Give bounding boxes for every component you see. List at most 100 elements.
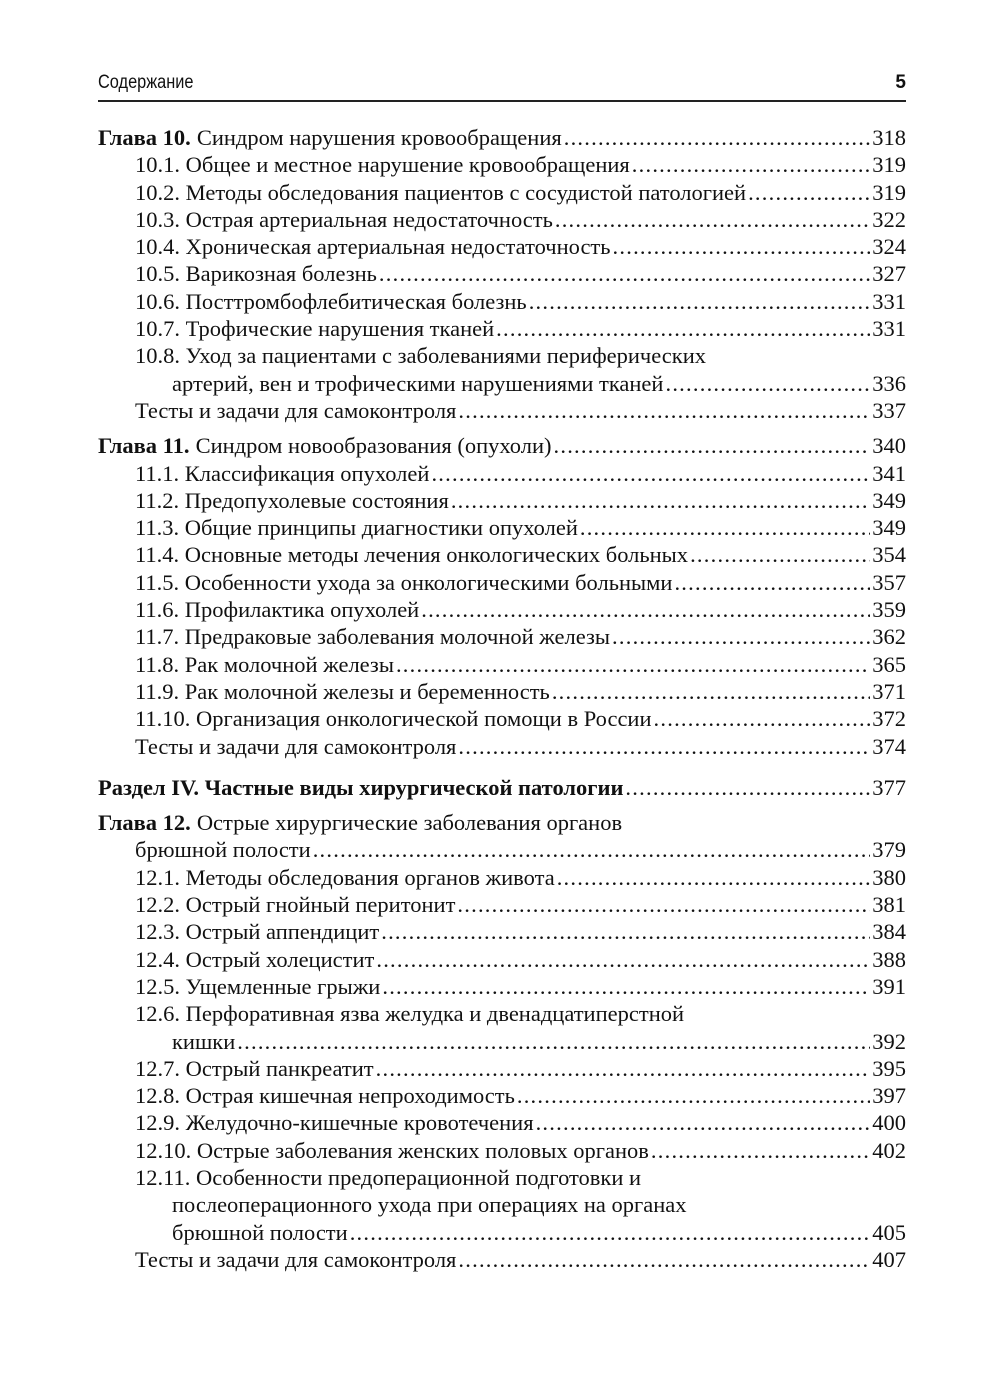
toc-entry: Тесты и задачи для самоконтроля 407 [98, 1246, 906, 1273]
toc-entry: 11.7. Предраковые заболевания молочной ж… [98, 623, 906, 650]
toc-entry-page: 327 [872, 261, 906, 287]
toc-entry-page: 392 [872, 1028, 906, 1054]
dot-leader [529, 288, 871, 315]
toc-entry-page: 336 [872, 370, 906, 396]
dot-leader [690, 541, 870, 568]
toc-entry: 12.4. Острый холецистит 388 [98, 946, 906, 973]
toc-entry-title: 11.5. Особенности ухода за онкологически… [135, 569, 673, 595]
toc-entry: Тесты и задачи для самоконтроля 374 [98, 733, 906, 760]
toc-entry: 10.4. Хроническая артериальная недостато… [98, 233, 906, 260]
toc-entry-page: 374 [872, 733, 906, 759]
dot-leader [313, 836, 871, 863]
toc-entry-title: 12.6. Перфоративная язва желудка и двена… [135, 1001, 685, 1027]
toc-entry-title: 11.10. Организация онкологической помощи… [135, 706, 652, 732]
toc-entry: 12.7. Острый панкреатит 395 [98, 1055, 906, 1082]
dot-leader [748, 179, 870, 206]
dot-leader [625, 774, 870, 801]
dot-leader [421, 596, 870, 623]
toc-entry: 11.2. Предопухолевые состояния 349 [98, 487, 906, 514]
toc-entry-title: Острые хирургические заболевания органов [196, 810, 623, 836]
toc-entry: 10.5. Варикозная болезнь 327 [98, 260, 906, 287]
toc-entry-title: кишки [172, 1028, 236, 1054]
dot-leader [552, 678, 870, 705]
toc-entry: 10.7. Трофические нарушения тканей 331 [98, 315, 906, 342]
toc-entry-title: 11.8. Рак молочной железы [135, 651, 394, 677]
toc-entry: 10.1. Общее и местное нарушение кровообр… [98, 151, 906, 178]
toc-entry-title: послеоперационного ухода при операциях н… [172, 1192, 687, 1218]
toc-entry: 10.8. Уход за пациентами с заболеваниями… [98, 342, 906, 369]
toc-entry-page: 397 [872, 1083, 906, 1109]
toc-entry-title: Тесты и задачи для самоконтроля [135, 397, 457, 423]
toc-entry-page: 341 [872, 460, 906, 486]
toc-entry-title: Синдром новообразования (опухоли) [195, 433, 552, 459]
toc-entry-page: 380 [872, 864, 906, 890]
toc-entry: 10.2. Методы обследования пациентов с со… [98, 179, 906, 206]
dot-leader [396, 651, 870, 678]
toc-entry-title: 10.6. Посттромбофлебитическая болезнь [135, 288, 527, 314]
toc-entry-prefix: Глава 11. [98, 433, 190, 459]
dot-leader [612, 623, 870, 650]
toc-entry-page: 365 [872, 651, 906, 677]
toc-entry: 11.10. Организация онкологической помощи… [98, 705, 906, 732]
toc-entry: 12.9. Желудочно-кишечные кровотечения 400 [98, 1109, 906, 1136]
toc-entry-title: 12.1. Методы обследования органов живота [135, 864, 555, 890]
toc-entry-title: 11.7. Предраковые заболевания молочной ж… [135, 624, 611, 650]
toc-part-entry: Раздел IV. Частные виды хирургической па… [98, 774, 906, 801]
toc-entry-title: 12.11. Особенности предоперационной подг… [135, 1164, 642, 1190]
toc-entry: 11.3. Общие принципы диагностики опухоле… [98, 514, 906, 541]
toc-entry-title: 10.1. Общее и местное нарушение кровообр… [135, 152, 630, 178]
toc-chapter-entry: Глава 10. Синдром нарушения кровообращени… [98, 124, 906, 151]
toc-chapter-entry: Глава 12. Острые хирургические заболевани… [98, 809, 906, 836]
toc-entry-page: 318 [872, 125, 906, 150]
toc-entry-title: 11.1. Классификация опухолей [135, 460, 430, 486]
toc-entry: артерий, вен и трофическими нарушениями … [98, 370, 906, 397]
toc-entry-prefix: Раздел IV. Частные виды хирургической па… [98, 774, 624, 800]
toc-entry-page: 359 [872, 597, 906, 623]
dot-leader [654, 705, 871, 732]
toc-entry-title: 11.3. Общие принципы диагностики опухоле… [135, 515, 578, 541]
dot-leader [674, 569, 870, 596]
toc-entry-page: 349 [872, 515, 906, 541]
toc-entry-title: Тесты и задачи для самоконтроля [135, 733, 457, 759]
toc-entry-title: 12.3. Острый аппендицит [135, 919, 380, 945]
toc-entry-title: 11.6. Профилактика опухолей [135, 597, 420, 623]
toc-entry-title: 10.5. Варикозная болезнь [135, 261, 377, 287]
dot-leader [580, 514, 870, 541]
dot-leader [381, 918, 870, 945]
dot-leader [651, 1137, 870, 1164]
toc-entry-page: 384 [872, 919, 906, 945]
toc-entry-title: 12.5. Ущемленные грыжи [135, 973, 381, 999]
dot-leader [665, 370, 870, 397]
toc-entry: 12.10. Острые заболевания женских половы… [98, 1137, 906, 1164]
toc-entry: 10.3. Острая артериальная недостаточност… [98, 206, 906, 233]
toc-entry: 11.6. Профилактика опухолей 359 [98, 596, 906, 623]
dot-leader [382, 973, 870, 1000]
toc-entry-title: 11.4. Основные методы лечения онкологиче… [135, 542, 689, 568]
dot-leader [613, 233, 871, 260]
dot-leader [557, 864, 871, 891]
toc-entry-title: Тесты и задачи для самоконтроля [135, 1246, 457, 1272]
toc-entry-prefix: Глава 10. [98, 125, 191, 150]
dot-leader [496, 315, 870, 342]
toc-entry-title: 12.8. Острая кишечная непроходимость [135, 1083, 515, 1109]
toc-entry-page: 400 [872, 1110, 906, 1136]
toc-entry-title: 12.7. Острый панкреатит [135, 1055, 374, 1081]
table-of-contents: Глава 10. Синдром нарушения кровообращени… [98, 124, 906, 1273]
toc-entry-page: 372 [872, 706, 906, 732]
toc-entry-page: 322 [872, 206, 906, 232]
toc-entry-title: 10.7. Трофические нарушения тканей [135, 316, 495, 342]
running-header-title: Содержание [98, 72, 194, 93]
toc-entry-title: 12.9. Желудочно-кишечные кровотечения [135, 1110, 534, 1136]
dot-leader [451, 487, 870, 514]
toc-entry-page: 405 [872, 1219, 906, 1245]
toc-entry-title: 12.10. Острые заболевания женских половы… [135, 1137, 649, 1163]
toc-entry: 11.4. Основные методы лечения онкологиче… [98, 541, 906, 568]
dot-leader [379, 260, 870, 287]
toc-entry-title: 10.3. Острая артериальная недостаточност… [135, 206, 553, 232]
dot-leader [431, 460, 870, 487]
toc-entry-title: 10.2. Методы обследования пациентов с со… [135, 179, 747, 205]
toc-entry-page: 354 [872, 542, 906, 568]
dot-leader [457, 891, 870, 918]
dot-leader [554, 432, 871, 459]
toc-entry-title: 10.4. Хроническая артериальная недостато… [135, 234, 611, 260]
